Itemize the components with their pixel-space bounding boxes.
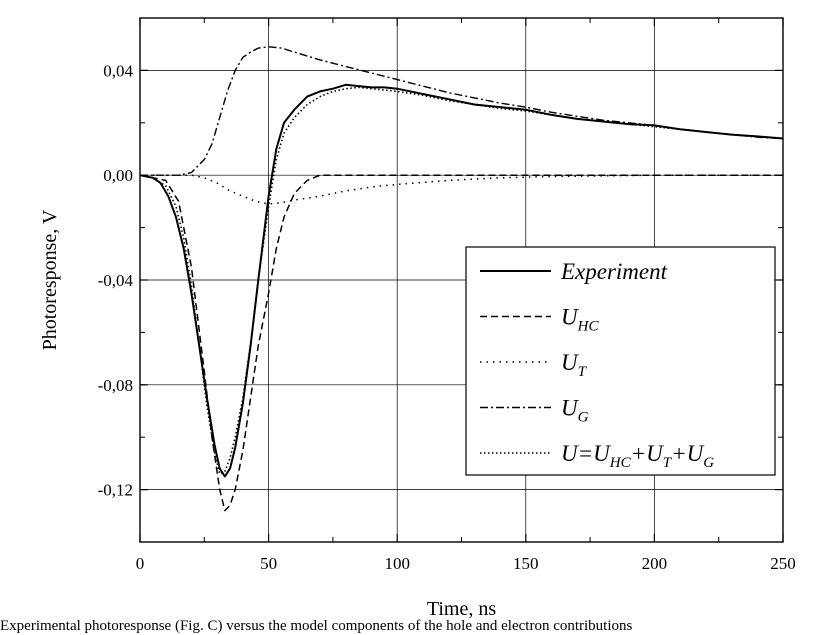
grid-layer (140, 18, 783, 542)
series-line-u_g (140, 46, 784, 176)
x-tick-label: 250 (770, 554, 796, 573)
series-line-u_hc (139, 174, 783, 512)
legend-entry-u_sum: U=UHC​+UT​+UG​ (561, 441, 714, 471)
legend-entry-experiment: Experiment (560, 259, 668, 284)
x-axis-title: Time, ns (427, 598, 497, 620)
tick-layer: 0 50 100 150 200 250 -0,12 -0,08 -0,04 0,00 0,04 (98, 17, 796, 573)
series-layer (139, 46, 784, 512)
y-tick-label: -0,04 (98, 271, 134, 290)
legend-entry-u_t: UT​ (561, 350, 588, 380)
y-tick-label: -0,08 (98, 376, 133, 395)
series-line-u_t (140, 174, 783, 205)
x-tick-label: 200 (642, 554, 668, 573)
x-tick-label: 100 (384, 554, 410, 573)
legend-entry-u_hc: UHC​ (561, 305, 599, 335)
figure-caption: Experimental photoresponse (Fig. C) vers… (0, 618, 633, 634)
x-tick-label: 50 (260, 554, 277, 573)
x-tick-label: 0 (136, 554, 145, 573)
legend: Experiment UHC​ UT​ UG​ U=UHC​+UT​+UG​ (465, 246, 776, 476)
legend-box (465, 246, 776, 476)
legend-entry-u_g: UG​ (561, 396, 589, 426)
y-tick-label: -0,12 (98, 481, 133, 500)
series-line-u_sum (139, 86, 784, 475)
y-axis-title: Photoresponse, V (39, 209, 61, 350)
x-tick-label: 150 (513, 554, 539, 573)
y-tick-label: 0,00 (103, 166, 133, 185)
y-tick-label: 0,04 (103, 61, 133, 80)
